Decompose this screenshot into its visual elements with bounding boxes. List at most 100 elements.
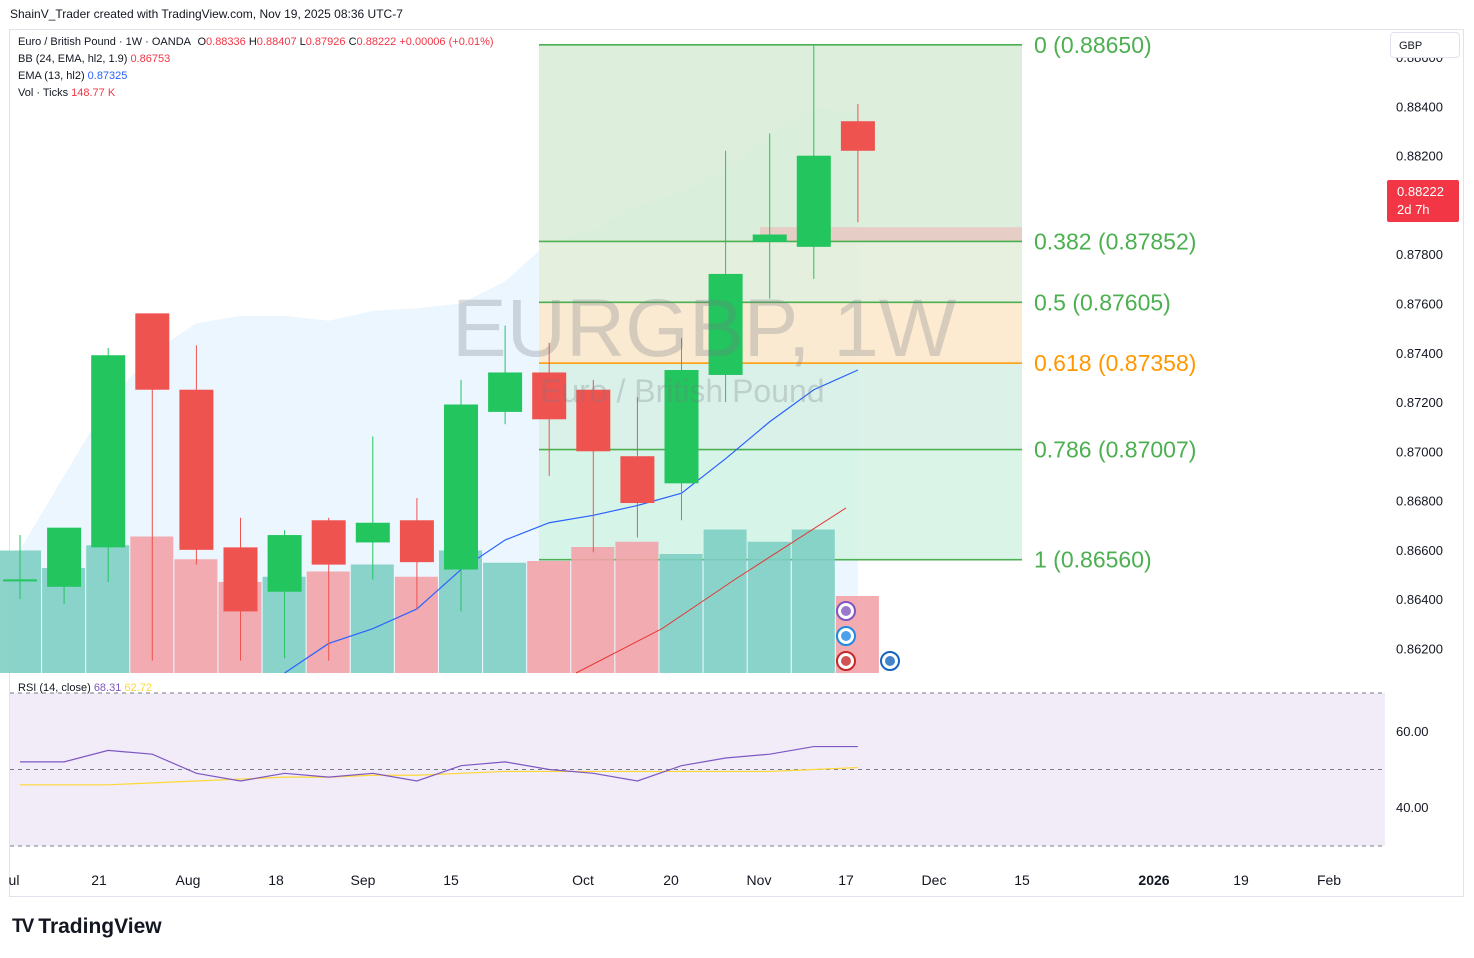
candle-body — [355, 522, 390, 543]
legend-ema-row[interactable]: EMA (13, hl2) 0.87325 — [18, 68, 494, 85]
rsi-axis-tick: 40.00 — [1396, 800, 1429, 815]
time-axis-tick: Nov — [747, 872, 772, 888]
candle-body — [752, 234, 787, 242]
fib-level-label: 0.618 (0.87358) — [1034, 350, 1196, 376]
vol-label: Vol · Ticks — [18, 87, 69, 99]
series-legend: Euro / British Pound · 1W · OANDA O0.883… — [18, 34, 494, 102]
tradingview-brand: TradingView — [38, 915, 162, 938]
time-axis-tick: Feb — [1317, 872, 1341, 888]
event-marker-icon-dot — [885, 656, 895, 666]
legend-vol-row[interactable]: Vol · Ticks 148.77 K — [18, 85, 494, 102]
chart-credit: ShainV_Trader created with TradingView.c… — [10, 7, 403, 21]
time-axis-tick: 18 — [268, 872, 284, 888]
candle-body — [135, 313, 170, 390]
time-axis-tick: 19 — [1233, 872, 1249, 888]
vol-value: 148.77 K — [71, 87, 116, 99]
fib-zone-4 — [539, 449, 1022, 560]
volume-bar — [527, 561, 571, 673]
price-axis-tick: 0.87600 — [1396, 297, 1443, 312]
ohlc-open-label: O — [197, 36, 207, 48]
legend-bb-row[interactable]: BB (24, EMA, hl2, 1.9) 0.86753 — [18, 51, 494, 68]
fib-zone-2 — [539, 302, 1022, 364]
price-axis-tick: 0.87800 — [1396, 247, 1443, 262]
bar-countdown: 2d 7h — [1397, 202, 1430, 217]
watermark-title: EURGBP, 1W — [452, 283, 957, 374]
fib-level-label: 0 (0.88650) — [1034, 32, 1152, 58]
candle-body — [267, 535, 302, 592]
price-axis-tick: 0.86400 — [1396, 592, 1443, 607]
candle-body — [179, 389, 214, 550]
ohlc-high: 0.88407 — [256, 36, 297, 48]
candle-body — [47, 527, 82, 587]
bb-label: BB (24, EMA, hl2, 1.9) — [18, 53, 128, 65]
symbol-name[interactable]: Euro / British Pound · 1W · OANDA — [18, 36, 191, 48]
ohlc-low: 0.87926 — [305, 36, 346, 48]
volume-bar — [703, 529, 747, 673]
time-axis-tick: 15 — [1014, 872, 1030, 888]
ohlc-high-label: H — [248, 36, 257, 48]
ohlc-open: 0.88336 — [206, 36, 246, 48]
volume-bar — [659, 554, 703, 673]
rsi-label: RSI (14, close) — [18, 682, 91, 694]
price-axis-tick: 0.86600 — [1396, 543, 1443, 558]
ema-line — [284, 369, 859, 674]
fib-zone-0 — [539, 44, 1022, 242]
volume-bar — [791, 529, 835, 673]
time-axis-tick: 2026 — [1138, 872, 1169, 888]
fib-level-label: 0.5 (0.87605) — [1034, 289, 1171, 315]
currency-button[interactable]: GBP — [1390, 32, 1460, 58]
price-axis-tick: 0.88400 — [1396, 99, 1443, 114]
volume-bar — [350, 564, 394, 673]
ohlc-close: 0.88222 — [356, 36, 397, 48]
price-axis-tick: 0.86200 — [1396, 641, 1443, 656]
bollinger-basis-line — [575, 507, 847, 674]
event-marker-icon-dot — [841, 606, 851, 616]
rsi-axis-tick: 60.00 — [1396, 724, 1429, 739]
volume-bar — [174, 559, 218, 673]
price-axis-tick: 0.88200 — [1396, 149, 1443, 164]
time-axis-tick: 20 — [663, 872, 679, 888]
tradingview-logo-icon: TV — [12, 916, 34, 937]
watermark-subtitle: Euro / British Pound — [540, 373, 825, 409]
rsi-ma-line — [20, 766, 858, 786]
rsi-value: 68.31 — [93, 682, 122, 694]
fib-zone-1 — [539, 241, 1022, 303]
candle-body — [576, 389, 611, 452]
time-axis-tick: Dec — [922, 872, 947, 888]
ohlc-close-label: C — [348, 36, 357, 48]
candle-body — [311, 520, 346, 565]
ohlc-low-label: L — [299, 36, 306, 48]
candle-body — [532, 372, 567, 420]
ema-label: EMA (13, hl2) — [18, 70, 85, 82]
candle-body — [3, 579, 37, 582]
legend-symbol-row[interactable]: Euro / British Pound · 1W · OANDA O0.883… — [18, 34, 494, 51]
volume-bar — [747, 541, 791, 673]
candle-body — [620, 456, 655, 504]
last-price-label: 0.88222 2d 7h — [1387, 180, 1459, 222]
price-axis-tick: 0.87000 — [1396, 444, 1443, 459]
event-marker-icon-dot — [841, 656, 851, 666]
candle-body — [399, 520, 434, 563]
fib-level-label: 0.382 (0.87852) — [1034, 228, 1196, 254]
volume-bar — [615, 541, 659, 673]
fib-level-label: 1 (0.86560) — [1034, 547, 1152, 573]
fib-level-label: 0.786 (0.87007) — [1034, 437, 1196, 463]
time-axis-tick: 17 — [838, 872, 854, 888]
candle-body — [444, 404, 478, 570]
bb-value: 0.86753 — [130, 53, 171, 65]
rsi-legend[interactable]: RSI (14, close) 68.31 62.72 — [18, 682, 152, 694]
time-axis-tick: 15 — [443, 872, 459, 888]
time-axis-tick: Aug — [176, 872, 201, 888]
volume-bar — [571, 547, 615, 673]
price-axis-tick: 0.87200 — [1396, 395, 1443, 410]
candle-body — [488, 372, 523, 412]
rsi-ma-value: 62.72 — [124, 682, 152, 694]
event-marker-icon-dot — [841, 631, 851, 641]
fib-zone-3 — [539, 363, 1022, 450]
tradingview-logo[interactable]: TV TradingView — [12, 915, 162, 939]
ohlc-change: +0.00006 (+0.01%) — [399, 36, 494, 48]
chart-frame — [9, 29, 1464, 897]
time-axis-tick: 21 — [91, 872, 107, 888]
rsi-line — [20, 745, 858, 782]
